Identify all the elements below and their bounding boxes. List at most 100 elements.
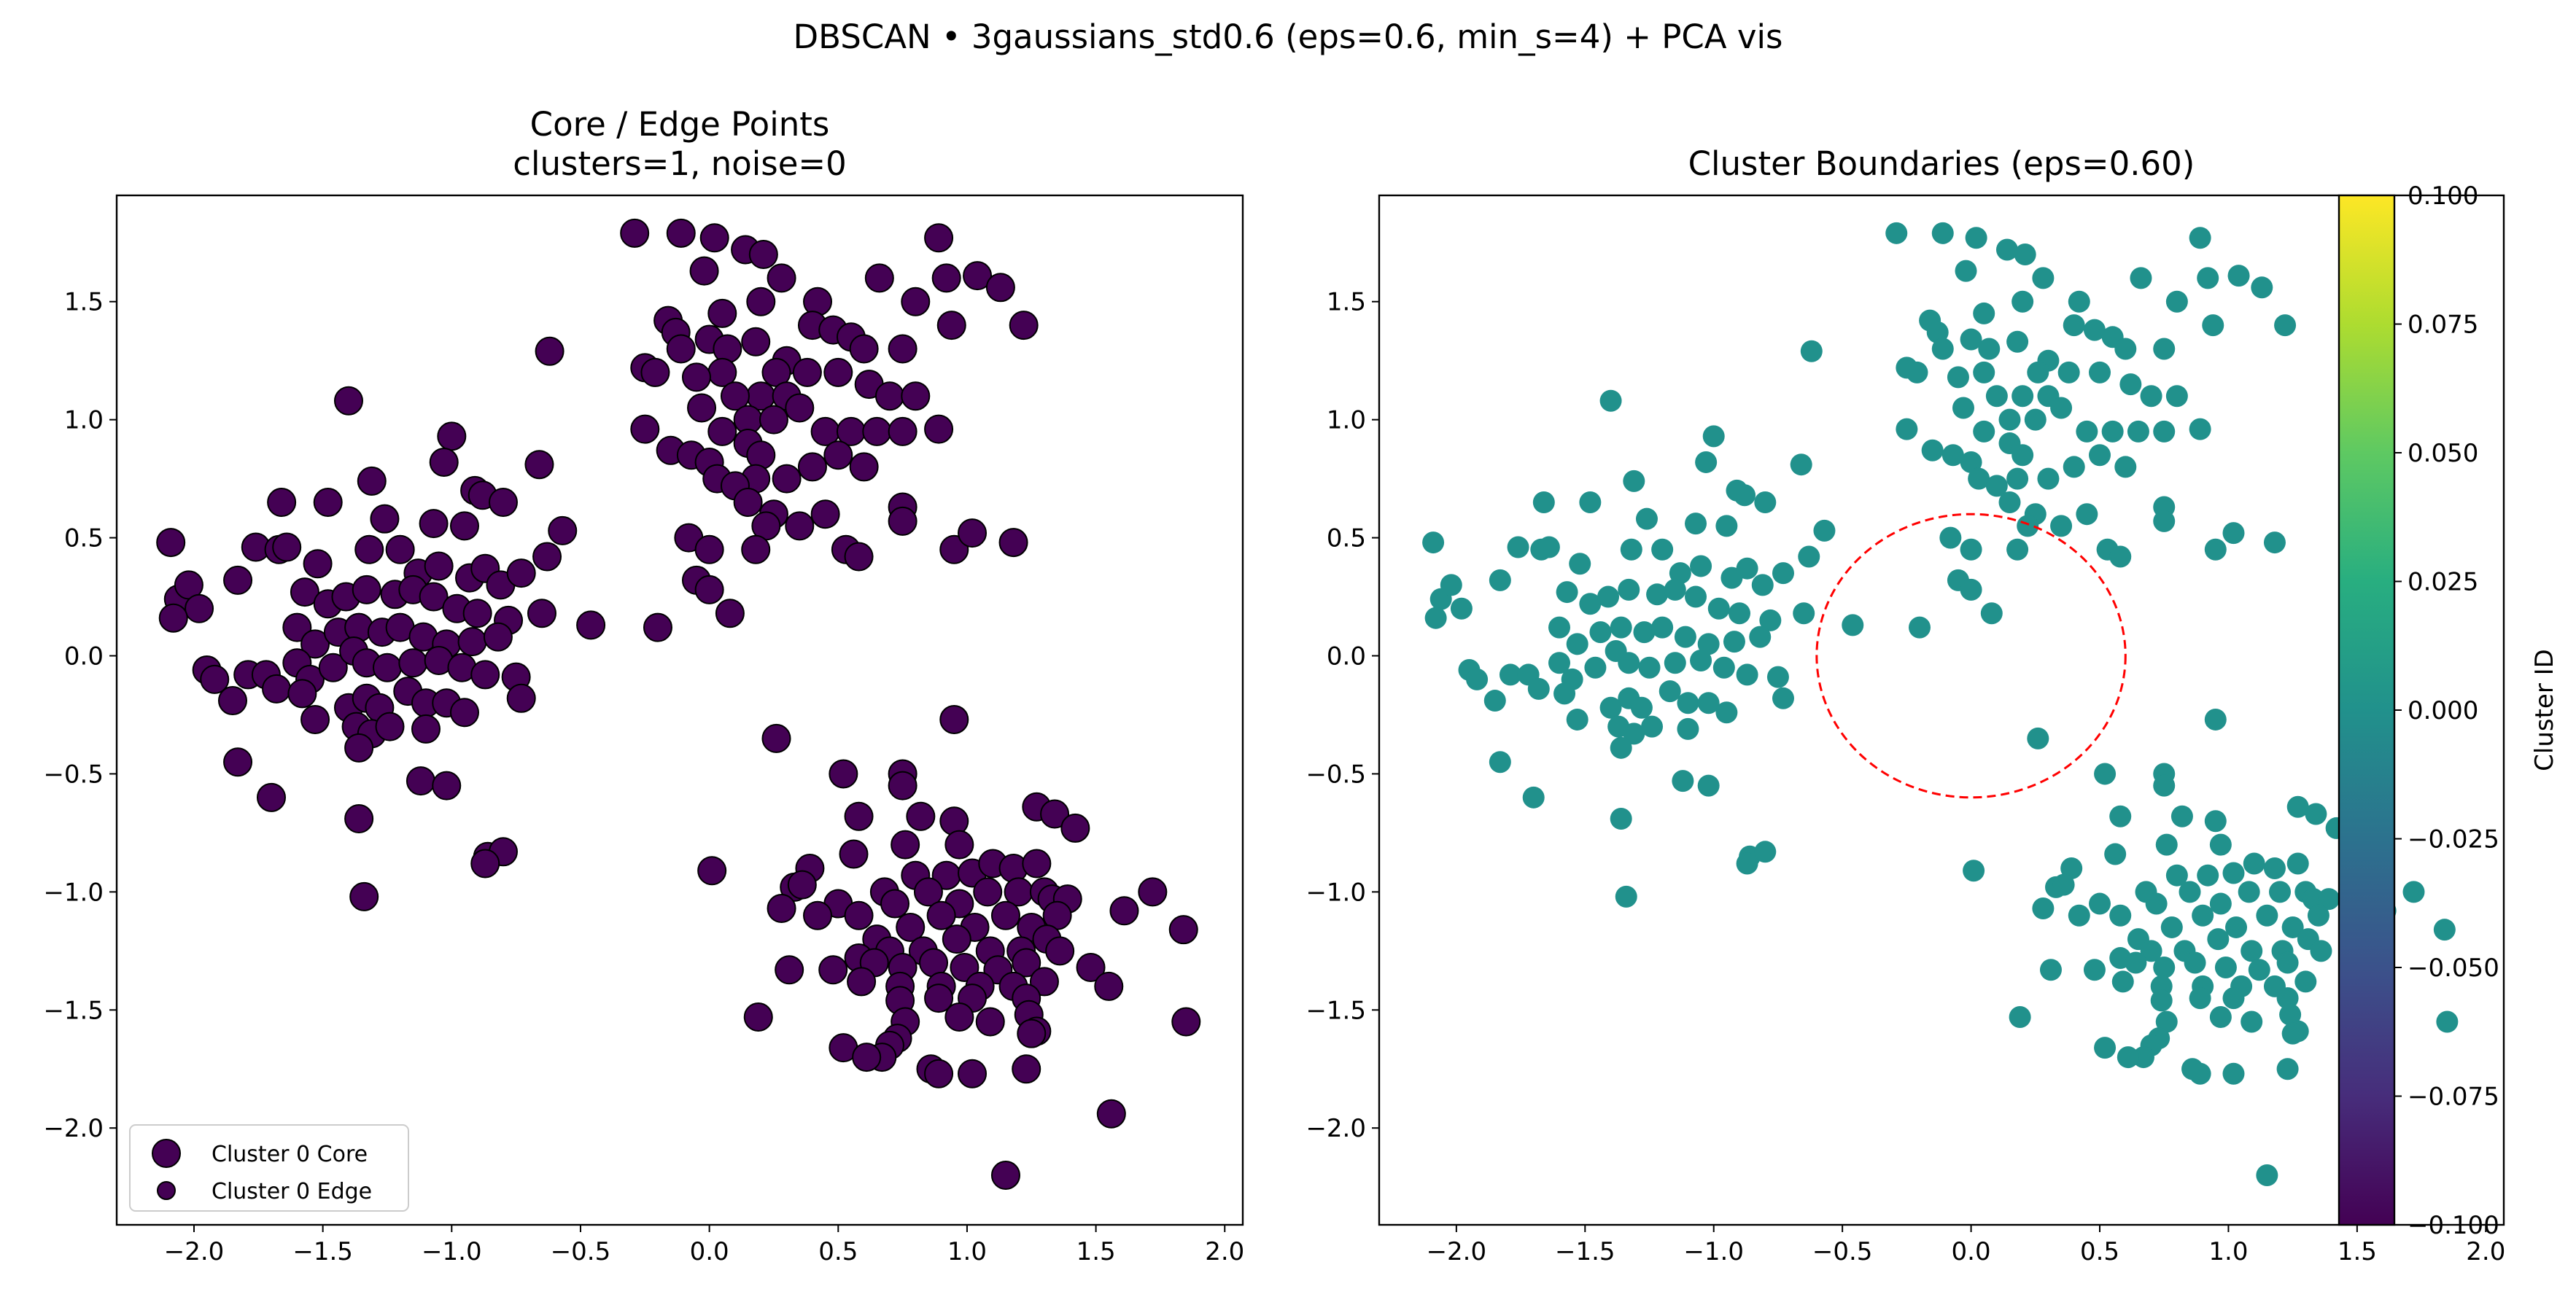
cluster-point [1664, 652, 1686, 674]
core-point [990, 1160, 1020, 1190]
legend-box [129, 1124, 409, 1212]
colorbar-tick-label: −0.100 [2408, 1211, 2499, 1240]
cluster-point [1556, 581, 1578, 604]
core-point [354, 534, 384, 564]
cluster-point [1736, 663, 1758, 686]
core-point [1017, 1018, 1047, 1048]
cluster-point [2006, 330, 2029, 353]
core-point [939, 704, 969, 734]
core-point [823, 440, 853, 470]
core-point [958, 518, 988, 548]
cluster-point [1973, 361, 1995, 383]
cluster-point [2153, 420, 2176, 443]
cluster-point [1466, 668, 1489, 690]
core-point [344, 803, 374, 833]
cluster-point [2170, 805, 2193, 827]
core-point [888, 771, 917, 801]
core-point [942, 924, 971, 954]
core-point [924, 414, 954, 444]
y-tick-label: 0.0 [1327, 642, 1366, 671]
core-point [282, 612, 312, 642]
y-tick-label: −1.5 [43, 996, 104, 1025]
core-point [303, 549, 333, 579]
core-point [852, 1043, 882, 1072]
core-point [1022, 849, 1052, 879]
cluster-point [1921, 439, 1944, 461]
core-point [267, 488, 297, 518]
cluster-point [1651, 538, 1674, 561]
cluster-point [1909, 616, 1931, 639]
y-tick-label: 0.5 [1327, 524, 1366, 553]
cluster-point [1610, 616, 1632, 639]
cluster-point [2153, 510, 2176, 532]
x-tick-label: 0.0 [1952, 1237, 1991, 1266]
core-point [803, 900, 833, 930]
core-point [681, 362, 711, 392]
core-point [787, 870, 817, 900]
cluster-point [2114, 338, 2137, 360]
colorbar-tick-label: 0.025 [2408, 568, 2478, 597]
cluster-point [1931, 222, 1954, 244]
left-x-ticks: −2.0 −1.5 −1.0 −0.5 0.0 0.5 1.0 1.5 2.0 [164, 1225, 1244, 1266]
cluster-point [2263, 857, 2286, 879]
core-point [785, 393, 815, 423]
core-point [743, 1002, 773, 1032]
core-point [535, 336, 565, 366]
core-point [398, 648, 428, 678]
core-point [352, 575, 381, 604]
core-point [844, 801, 874, 831]
cluster-point [1685, 585, 1707, 608]
core-point [823, 357, 853, 387]
cluster-point [2111, 970, 2134, 993]
cluster-point [1736, 557, 1758, 580]
cluster-point [1985, 385, 2008, 408]
cluster-point [2222, 987, 2245, 1010]
core-point [990, 900, 1020, 930]
core-point [880, 889, 910, 919]
cluster-point [1669, 562, 1691, 585]
x-tick-label: −0.5 [551, 1237, 611, 1266]
core-point [1171, 1007, 1201, 1037]
cluster-point [2024, 408, 2047, 431]
core-point [1094, 971, 1124, 1001]
core-point [767, 263, 796, 293]
cluster-point [2057, 361, 2080, 383]
cluster-point [1906, 361, 1928, 383]
cluster-point [2052, 873, 2075, 896]
cluster-point [2119, 373, 2142, 396]
cluster-point [2286, 795, 2309, 818]
cluster-point [1633, 621, 1656, 644]
right-y-ticks: −2.0 −1.5 −1.0 −0.5 0.0 0.5 1.0 1.5 [1306, 288, 1379, 1143]
cluster-point [2011, 385, 2034, 408]
cluster-point [2117, 1046, 2139, 1069]
cluster-point [1579, 593, 1602, 615]
cluster-point [1751, 574, 1774, 596]
core-point [506, 558, 536, 588]
cluster-point [2165, 864, 2188, 887]
core-point [666, 218, 696, 248]
core-point [483, 622, 513, 652]
core-point [741, 534, 771, 564]
x-tick-label: −2.0 [1427, 1237, 1487, 1266]
cluster-point [1960, 451, 1982, 473]
cluster-point [1615, 885, 1637, 908]
cluster-point [2039, 959, 2062, 981]
figure-suptitle: DBSCAN • 3gaussians_std0.6 (eps=0.6, min… [794, 17, 1783, 56]
core-point [437, 421, 467, 451]
core-point [462, 599, 492, 628]
core-point [424, 551, 454, 581]
cluster-point [1566, 708, 1588, 731]
core-point [998, 528, 1028, 558]
left-title-line2: clusters=1, noise=0 [513, 144, 846, 183]
y-tick-label: −1.0 [43, 878, 104, 907]
x-tick-label: 1.0 [2208, 1237, 2248, 1266]
cluster-point [1537, 536, 1560, 558]
core-point [256, 782, 286, 812]
cluster-point [2281, 1022, 2304, 1045]
cluster-point [1635, 507, 1658, 530]
core-point [720, 381, 750, 411]
cluster-point [1584, 656, 1607, 679]
cluster-point [1759, 609, 1782, 631]
core-point [906, 801, 936, 831]
core-point [797, 452, 827, 482]
